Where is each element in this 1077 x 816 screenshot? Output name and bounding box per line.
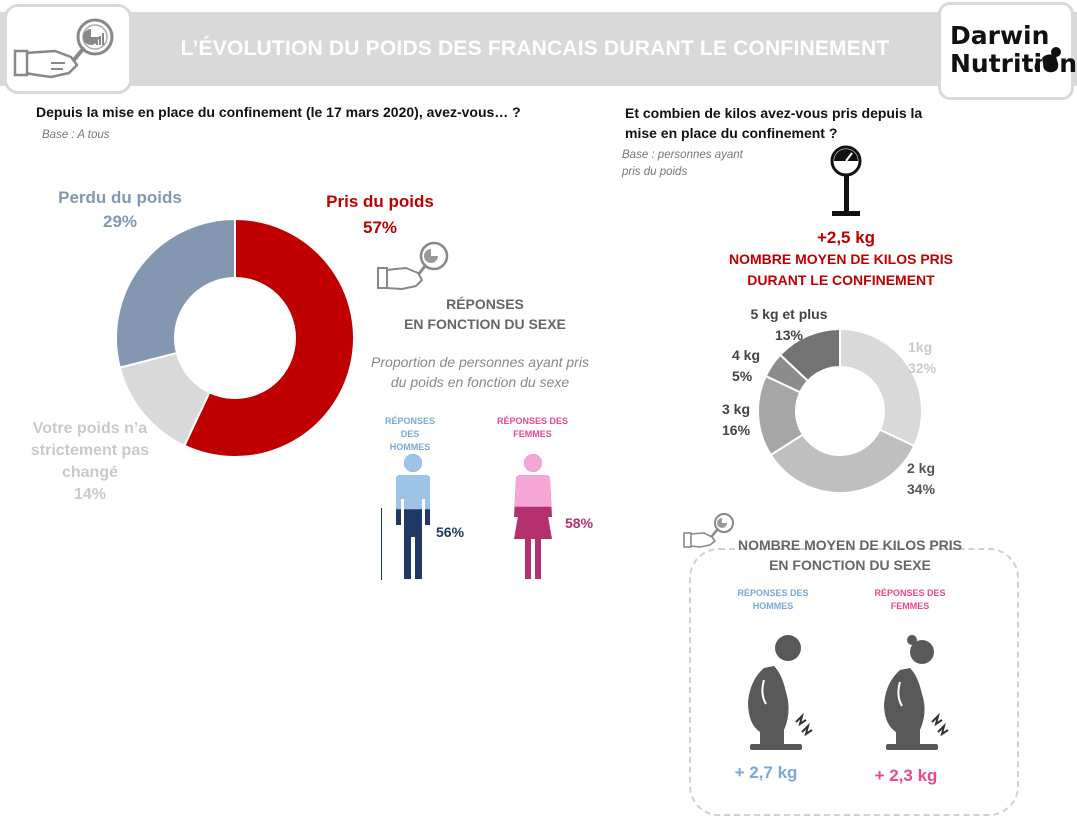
women-label-line-1: RÉPONSES DES xyxy=(496,416,569,426)
sex-average-women-label-line-2: FEMMES xyxy=(890,601,930,611)
slice-2kg xyxy=(769,428,916,494)
kg1-label: 1kg 32% xyxy=(908,337,936,379)
right-base-line-1: Base : personnes ayant xyxy=(622,149,743,161)
header-icon-box xyxy=(4,4,132,94)
gained-label: Pris du poids 57% xyxy=(305,189,455,241)
lost-name: Perdu du poids xyxy=(58,188,182,207)
men-value: 56% xyxy=(436,524,465,540)
kg1-value: 32% xyxy=(908,360,937,376)
gender-subtitle: Proportion de personnes ayant pris du po… xyxy=(355,352,605,392)
right-question-line-2: mise en place du confinement ? xyxy=(625,125,838,141)
woman-figure-icon xyxy=(514,454,552,579)
women-value: 58% xyxy=(565,515,594,531)
kg4-value: 5% xyxy=(732,368,753,384)
men-bar-line xyxy=(381,508,382,580)
hand-magnifier-icon xyxy=(377,241,449,290)
kg1-name: 1kg xyxy=(908,339,933,355)
right-question: Et combien de kilos avez-vous pris depui… xyxy=(625,103,922,143)
man-figure-icon xyxy=(396,454,430,579)
kg5-value: 13% xyxy=(774,327,804,343)
kg3-name: 3 kg xyxy=(722,401,751,417)
header-banner xyxy=(0,12,1077,86)
gained-value: 57% xyxy=(362,218,398,237)
overweight-man-icon xyxy=(748,635,813,750)
men-label-line-1: RÉPONSES DES xyxy=(384,416,435,439)
lost-value: 29% xyxy=(102,212,138,231)
unchanged-label: Votre poids n’a strictement pas changé 1… xyxy=(20,418,160,506)
sex-average-men-value: + 2,7 kg xyxy=(734,763,798,782)
page-title: L’ÉVOLUTION DU POIDS DES FRANCAIS DURANT… xyxy=(180,37,890,60)
men-label: RÉPONSES DES HOMMES xyxy=(375,415,445,454)
kg2-value: 34% xyxy=(907,481,936,497)
slice-gained xyxy=(183,217,355,458)
avg-kilos-value: +2,5 kg xyxy=(816,228,876,247)
sex-average-women-label: RÉPONSES DES FEMMES xyxy=(872,587,948,613)
weight-change-donut xyxy=(115,217,355,458)
gained-name: Pris du poids xyxy=(326,192,434,211)
kg5-label: 5 kg et plus 13% xyxy=(744,304,834,346)
scale-icon xyxy=(830,145,862,216)
avg-kilos-label: NOMBRE MOYEN DE KILOS PRIS DURANT LE CON… xyxy=(700,249,982,291)
kg4-name: 4 kg xyxy=(732,347,761,363)
lost-label: Perdu du poids 29% xyxy=(40,186,200,234)
sex-average-heading: NOMBRE MOYEN DE KILOS PRIS EN FONCTION D… xyxy=(710,535,990,575)
left-question: Depuis la mise en place du confinement (… xyxy=(36,104,521,120)
monkey-icon xyxy=(1034,47,1061,71)
overweight-woman-icon xyxy=(884,635,949,750)
gender-heading-line-1: RÉPONSES xyxy=(446,296,524,312)
hand-magnifier-icon xyxy=(683,513,734,548)
hand-magnifier-icon xyxy=(13,18,114,79)
sex-average-men-label-line-1: RÉPONSES DES xyxy=(737,588,809,598)
kg4-label: 4 kg 5% xyxy=(732,345,760,387)
kg3-label: 3 kg 16% xyxy=(722,399,750,441)
unchanged-name-2: strictement pas xyxy=(30,442,150,459)
avg-kilos-label-line-1: NOMBRE MOYEN DE KILOS PRIS xyxy=(728,251,954,267)
unchanged-name-3: changé xyxy=(61,464,118,481)
logo-line-1: Darwin xyxy=(950,21,1050,50)
slice-lost xyxy=(115,217,236,369)
women-label: RÉPONSES DES FEMMES xyxy=(495,415,570,441)
right-base-line-2: pris du poids xyxy=(622,166,688,178)
sex-average-women-value: + 2,3 kg xyxy=(874,766,938,785)
sex-average-men-label-line-2: HOMMES xyxy=(752,601,794,611)
gender-subtitle-line-1: Proportion de personnes ayant pris xyxy=(371,354,589,370)
men-label-line-2: HOMMES xyxy=(389,442,431,452)
left-base: Base : A tous xyxy=(42,129,110,141)
right-question-line-1: Et combien de kilos avez-vous pris depui… xyxy=(625,105,923,121)
slice-1kg xyxy=(839,327,923,448)
avg-kilos-label-line-2: DURANT LE CONFINEMENT xyxy=(747,272,935,288)
gender-subtitle-line-2: du poids en fonction du sexe xyxy=(390,374,570,390)
kg3-value: 16% xyxy=(722,422,751,438)
slice-5kg-plus xyxy=(778,327,841,383)
gender-heading: RÉPONSES EN FONCTION DU SEXE xyxy=(395,294,575,334)
right-base: Base : personnes ayant pris du poids xyxy=(622,147,743,181)
sex-average-heading-line-1: NOMBRE MOYEN DE KILOS PRIS xyxy=(737,537,963,553)
women-label-line-2: FEMMES xyxy=(513,429,552,439)
kg2-name: 2 kg xyxy=(907,460,936,476)
sex-average-heading-line-2: EN FONCTION DU SEXE xyxy=(769,557,931,573)
sex-average-women-label-line-1: RÉPONSES DES xyxy=(874,588,946,598)
unchanged-name-1: Votre poids n’a xyxy=(32,420,148,437)
unchanged-value: 14% xyxy=(73,486,107,503)
kilos-donut xyxy=(757,327,923,494)
kg5-name: 5 kg et plus xyxy=(750,306,828,322)
sex-average-men-label: RÉPONSES DES HOMMES xyxy=(735,587,811,613)
gender-heading-line-2: EN FONCTION DU SEXE xyxy=(404,316,566,332)
kg2-label: 2 kg 34% xyxy=(907,458,935,500)
